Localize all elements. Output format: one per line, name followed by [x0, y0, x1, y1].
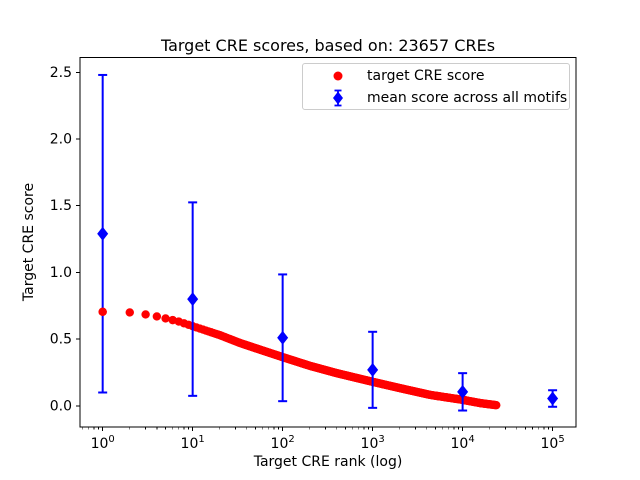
target-score-point-rank1 [98, 307, 107, 316]
legend-label-mean-score: mean score across all motifs [367, 89, 568, 106]
target-score-point [152, 312, 162, 321]
plot-frame [79, 57, 577, 428]
y-tick-label: 2.5 [50, 65, 72, 81]
target-score-point [161, 314, 170, 323]
y-tick-label: 1.5 [50, 198, 72, 214]
mean-diamond [547, 391, 559, 406]
mean-diamond [367, 362, 379, 377]
x-tick-label: 100 [91, 434, 115, 452]
target-score-point [125, 308, 134, 317]
legend-item-target-cre-score: target CRE score [303, 65, 569, 87]
mean-errorbar-group [277, 273, 289, 403]
x-tick-label: 103 [361, 434, 385, 452]
mean-diamond [187, 292, 199, 307]
mean-diamond [277, 330, 289, 345]
y-tick-label: 2.0 [50, 131, 72, 147]
legend-item-mean-score: mean score across all motifs [303, 87, 569, 109]
legend: target CRE score mean score across all m… [302, 63, 570, 110]
blue-diamond-errorbar-icon [333, 89, 343, 106]
legend-label-target-cre-score: target CRE score [367, 67, 485, 84]
mean-errorbar-group [187, 201, 199, 397]
mean-diamond [457, 384, 469, 399]
y-tick-label: 0.0 [50, 398, 72, 414]
target-score-point [492, 400, 501, 410]
mean-diamond [97, 226, 109, 241]
x-tick-label: 105 [541, 434, 565, 452]
y-tick-label: 0.5 [50, 332, 72, 348]
x-tick-label: 104 [451, 434, 475, 452]
mean-errorbar-group [457, 372, 469, 412]
mean-errorbar-group [97, 73, 109, 394]
target-score-point [141, 310, 150, 319]
mean-errorbar-group [547, 389, 559, 408]
y-tick-label: 1.0 [50, 265, 72, 281]
y-axis-label: Target CRE score [21, 182, 37, 302]
chart-title: Target CRE scores, based on: 23657 CREs [160, 36, 496, 55]
x-tick-label: 102 [271, 434, 295, 452]
x-tick-label: 101 [181, 434, 205, 452]
red-dot-icon [333, 71, 343, 80]
x-axis-label: Target CRE rank (log) [253, 454, 403, 470]
mean-errorbar-group [367, 330, 379, 409]
